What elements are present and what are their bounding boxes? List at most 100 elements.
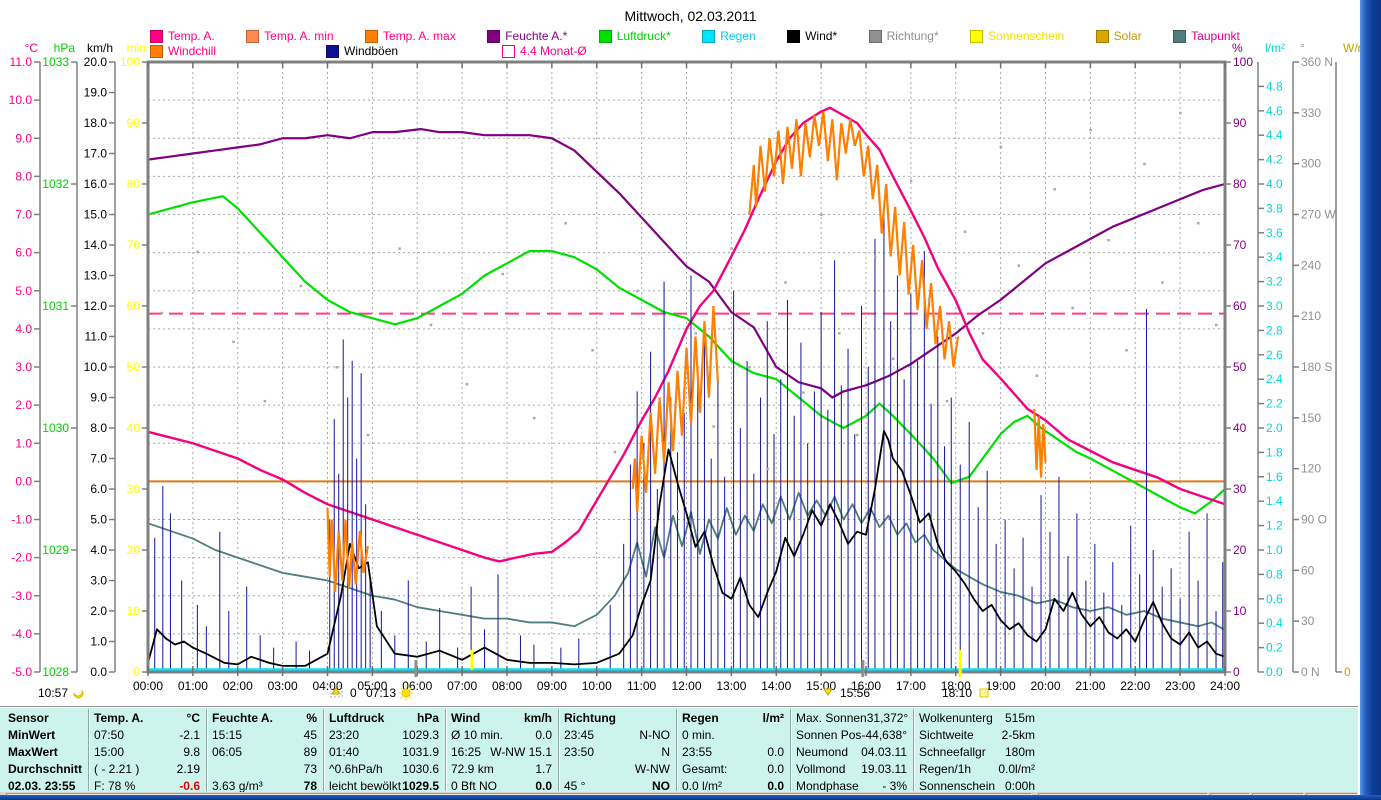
legend-item-4-4-monat-[interactable]: 4.4 Monat-Ø: [502, 44, 678, 58]
info-1-row2: Schneefallgr 180m: [919, 744, 1035, 759]
cell-regen-row4: 0.0 l/m² 0.0: [682, 778, 784, 793]
svg-text:1030: 1030: [42, 421, 69, 435]
legend-label: Windböen: [344, 44, 399, 58]
legend-item-regen[interactable]: Regen: [702, 29, 756, 43]
svg-text:210: 210: [1301, 309, 1321, 323]
legend-item-windchill[interactable]: Windchill: [150, 44, 326, 58]
legend-item-richtung-[interactable]: Richtung*: [868, 29, 939, 43]
svg-text:11.0: 11.0: [10, 55, 33, 69]
cell-feuchte-a--row3: 73: [303, 761, 317, 776]
svg-text:min: min: [127, 41, 146, 55]
cell-richtung-row3: W-NW: [634, 761, 670, 776]
series-taupunkt: [147, 491, 1226, 631]
svg-text:09:00: 09:00: [537, 679, 567, 693]
table-column-separator: [558, 709, 559, 791]
svg-text:l/m²: l/m²: [1265, 41, 1285, 55]
cell-luftdruck-row4: leicht bewölkt 1029.5: [329, 778, 439, 793]
legend-swatch-icon: [1173, 29, 1187, 43]
svg-text:°: °: [1300, 41, 1305, 55]
svg-text:360 N: 360 N: [1301, 55, 1333, 69]
legend-item-sonnenschein[interactable]: Sonnenschein: [970, 29, 1064, 43]
svg-text:17:00: 17:00: [896, 679, 926, 693]
legend-swatch-icon: [702, 29, 716, 43]
legend-item-wind-[interactable]: Wind*: [787, 29, 837, 43]
svg-text:24:00: 24:00: [1210, 679, 1240, 693]
svg-text:%: %: [1232, 41, 1243, 55]
axis-annotation-1057: 10:57: [38, 686, 84, 700]
cell-luftdruck-row1: 23:20 1029.3: [329, 727, 439, 742]
svg-text:23:00: 23:00: [1165, 679, 1195, 693]
axis-kmh: km/h20.0 19.0 18.0 17.0 16.0 15.0 14.0 13.0 12.0…: [84, 41, 116, 679]
cell-temp-a--row2: 15:00 9.8: [94, 744, 200, 759]
table-column-separator: [206, 709, 207, 791]
svg-text:18:10: 18:10: [942, 686, 972, 700]
legend-item-temp-a-max[interactable]: Temp. A. max: [365, 29, 456, 43]
svg-text:10: 10: [127, 604, 141, 618]
svg-text:-2.0: -2.0: [11, 551, 32, 565]
svg-text:22:00: 22:00: [1120, 679, 1150, 693]
svg-text:0: 0: [1233, 665, 1240, 679]
svg-text:1031: 1031: [42, 299, 69, 313]
svg-text:6.0: 6.0: [90, 482, 107, 496]
svg-text:9.0: 9.0: [90, 391, 107, 405]
axis-annotation-1810: 18:10: [942, 686, 989, 700]
col-header-feuchte-a-: Feuchte A.%: [212, 710, 317, 725]
info-0-row1: Sonnen Pos -44,638°: [796, 727, 907, 742]
svg-text:60: 60: [1233, 299, 1247, 313]
cell-regen-row3: Gesamt: 0.0: [682, 761, 784, 776]
cell-luftdruck-row3: ^0.6hPa/h 1030.6: [329, 761, 439, 776]
svg-text:1033: 1033: [42, 55, 69, 69]
svg-text:1.0: 1.0: [1266, 543, 1283, 557]
svg-text:01:00: 01:00: [178, 679, 208, 693]
svg-text:14.0: 14.0: [84, 238, 108, 252]
legend-label: Wind*: [805, 29, 838, 43]
svg-text:1.0: 1.0: [90, 635, 107, 649]
svg-text:0.8: 0.8: [1266, 567, 1283, 581]
table-column-separator: [913, 709, 914, 791]
legend-item-solar[interactable]: Solar: [1095, 29, 1142, 43]
legend-item-taupunkt[interactable]: Taupunkt: [1173, 29, 1240, 43]
legend-item-temp-a-[interactable]: Temp. A.: [150, 29, 215, 43]
cell-feuchte-a--row1: 15:15 45: [212, 727, 317, 742]
svg-text:16.0: 16.0: [84, 177, 108, 191]
svg-text:4.0: 4.0: [90, 543, 107, 557]
svg-text:50: 50: [127, 360, 141, 374]
svg-text:80: 80: [127, 177, 141, 191]
cell-wind-row2: 16:25 W-NW 15.1: [451, 744, 552, 759]
svg-text:°C: °C: [25, 41, 39, 55]
svg-text:0.0: 0.0: [90, 665, 107, 679]
series-temp-a-: [147, 106, 1226, 563]
svg-text:4.0: 4.0: [1266, 177, 1283, 191]
svg-text:90: 90: [127, 116, 141, 130]
legend-item-feuchte-a-[interactable]: Feuchte A.*: [487, 29, 567, 43]
svg-text:19.0: 19.0: [84, 86, 108, 100]
legend-item-windb-en[interactable]: Windböen: [326, 44, 502, 58]
svg-text:0: 0: [350, 686, 357, 700]
legend-item-luftdruck-[interactable]: Luftdruck*: [598, 29, 671, 43]
row-label-sensor: Sensor: [8, 710, 49, 725]
hour-ticks: [147, 62, 1226, 676]
cell-feuchte-a--row2: 06:05 89: [212, 744, 317, 759]
svg-text:08:00: 08:00: [492, 679, 522, 693]
legend-item-temp-a-min[interactable]: Temp. A. min: [246, 29, 334, 43]
info-0-row4: Mondphase - 3%: [796, 778, 907, 793]
svg-text:12.0: 12.0: [84, 299, 108, 313]
row-label-durchschnitt: Durchschnitt: [8, 761, 83, 776]
cell-temp-a--row4: F: 78 % -0.6: [94, 778, 200, 793]
col-header-richtung: Richtung: [564, 710, 616, 725]
legend-row-2: Windchill Windböen 4.4 Monat-Ø: [150, 44, 678, 58]
svg-text:10:57: 10:57: [38, 686, 68, 700]
svg-text:30: 30: [1301, 614, 1315, 628]
svg-text:50: 50: [1233, 360, 1247, 374]
svg-text:300: 300: [1301, 157, 1321, 171]
row-label-02-03-23-55: 02.03. 23:55: [8, 778, 76, 793]
svg-text:-3.0: -3.0: [11, 589, 32, 603]
svg-text:17.0: 17.0: [84, 147, 108, 161]
legend-label: Windchill: [168, 44, 217, 58]
svg-text:2.0: 2.0: [90, 604, 107, 618]
cell-wind-row3: 72.9 km 1.7: [451, 761, 552, 776]
legend-label: 4.4 Monat-Ø: [520, 44, 587, 58]
svg-text:120: 120: [1301, 462, 1321, 476]
chart-svg: °C11.010.09.08.07.06.05.04.03.02.01.00.0…: [9, 41, 1372, 701]
